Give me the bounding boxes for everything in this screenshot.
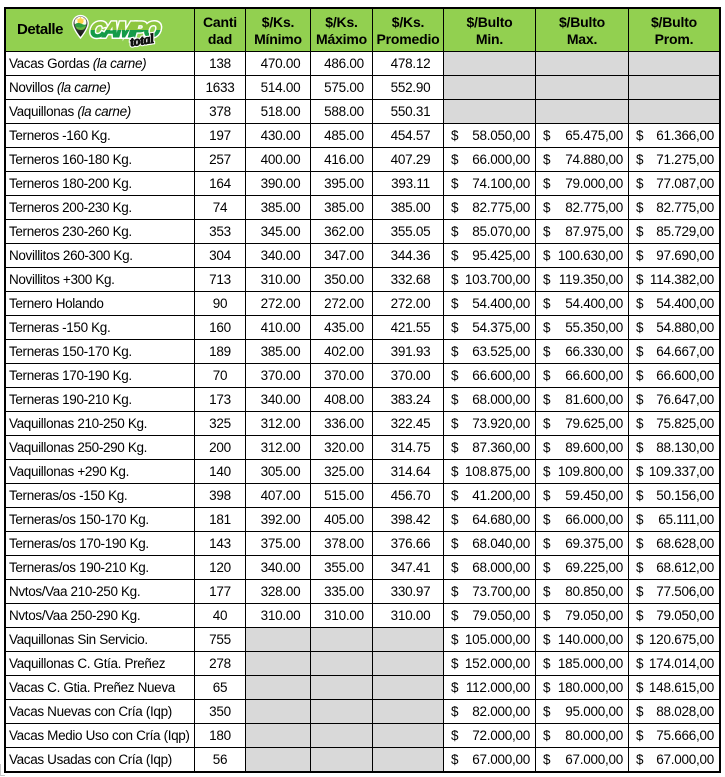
svg-text:CAMPO: CAMPO bbox=[89, 18, 162, 42]
svg-text:CAMPO: CAMPO bbox=[89, 18, 162, 42]
svg-text:total: total bbox=[129, 31, 155, 50]
svg-text:total: total bbox=[129, 31, 155, 50]
